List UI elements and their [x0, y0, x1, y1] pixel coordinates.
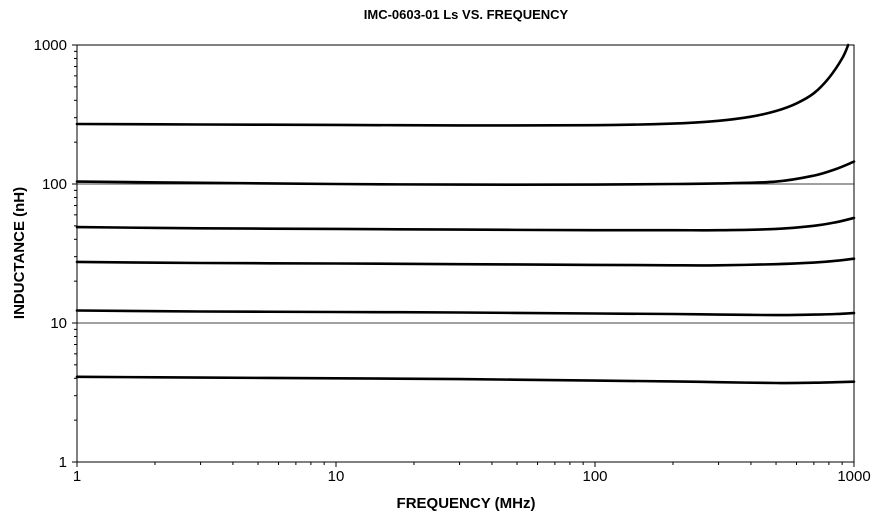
- series-line-4: [75, 257, 856, 267]
- x-tick-label: 1: [73, 468, 81, 485]
- series-group: [75, 43, 856, 385]
- y-axis-title: INDUCTANCE (nH): [11, 187, 28, 319]
- series-line-5: [75, 309, 856, 317]
- series-line-2: [75, 160, 856, 186]
- x-tick-label: 1000: [837, 468, 870, 485]
- y-tick-label: 1: [59, 454, 67, 471]
- x-tick-label: 100: [582, 468, 607, 485]
- x-axis-title: FREQUENCY (MHz): [397, 495, 536, 512]
- chart-title: IMC-0603-01 Ls VS. FREQUENCY: [364, 7, 569, 22]
- y-tick-label: 10: [50, 315, 67, 332]
- series-line-6: [75, 375, 856, 385]
- y-tick-label: 100: [42, 176, 67, 193]
- plot-area: [76, 44, 855, 463]
- x-axis: 1 10 100 1000: [73, 462, 871, 485]
- y-tick-label: 1000: [34, 37, 67, 54]
- series-line-1: [75, 43, 850, 127]
- series-line-3: [75, 216, 856, 232]
- x-tick-label: 10: [328, 468, 345, 485]
- y-axis: 1 10 100 1000: [34, 37, 77, 471]
